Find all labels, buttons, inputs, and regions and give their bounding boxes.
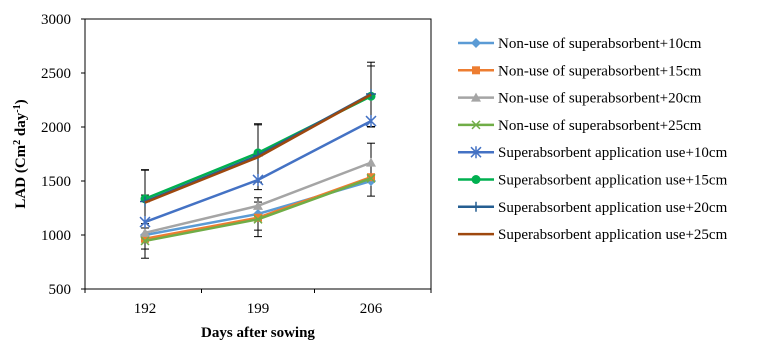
data-point (140, 227, 150, 237)
data-point (366, 157, 376, 167)
x-tick-label: 192 (134, 301, 157, 317)
y-tick-label: 2500 (41, 66, 71, 82)
data-point (141, 234, 149, 243)
y-tick-label: 3000 (41, 12, 71, 28)
series-4 (140, 173, 376, 246)
legend-label: Non-use of superabsorbent+15cm (498, 63, 702, 79)
y-axis: 500 1000 1500 2000 2500 3000 (41, 12, 85, 298)
series-5 (139, 115, 377, 229)
y-tick-label: 2000 (41, 120, 71, 136)
x-tick-label: 206 (360, 301, 383, 317)
legend-marker (471, 38, 481, 48)
y-tick-label: 500 (49, 282, 72, 298)
legend-item: Superabsorbent application use+15cm (458, 173, 728, 189)
y-tick-label: 1500 (41, 174, 71, 190)
legend-item: Non-use of superabsorbent+10cm (458, 36, 702, 52)
y-tick-label: 1000 (41, 228, 71, 244)
legend-marker (471, 201, 481, 212)
data-point (140, 236, 150, 246)
data-point (365, 115, 377, 128)
legend-label: Non-use of superabsorbent+10cm (498, 36, 702, 52)
legend-item: Superabsorbent application use+25cm (458, 227, 728, 243)
x-tick-label: 199 (247, 301, 270, 317)
data-point (252, 173, 264, 186)
plot-area-frame (84, 18, 432, 290)
legend-item: Superabsorbent application use+10cm (458, 145, 728, 161)
data-point (366, 173, 376, 183)
legend-label: Non-use of superabsorbent+25cm (498, 118, 702, 134)
legend-label: Superabsorbent application use+25cm (498, 227, 728, 243)
data-point (139, 216, 151, 229)
legend-label: Non-use of superabsorbent+20cm (498, 91, 702, 107)
data-point (366, 89, 376, 100)
series-8 (144, 93, 372, 204)
data-point (367, 173, 375, 182)
series-line (144, 93, 372, 204)
legend-item: Non-use of superabsorbent+15cm (458, 63, 702, 79)
legend-marker (471, 175, 481, 184)
legend-marker (471, 120, 481, 130)
legend-marker (470, 146, 482, 159)
legend-marker (471, 92, 481, 102)
data-point (253, 214, 263, 224)
x-axis: 192 199 206 (84, 289, 432, 317)
legend-label: Superabsorbent application use+10cm (498, 145, 728, 161)
series-3 (140, 157, 376, 237)
data-point (253, 200, 263, 210)
legend: Non-use of superabsorbent+10cm Non-use of… (458, 36, 728, 243)
x-axis-label: Days after sowing (201, 325, 315, 340)
legend-item: Non-use of superabsorbent+25cm (458, 118, 702, 134)
legend-label: Superabsorbent application use+20cm (498, 200, 728, 216)
legend-item: Non-use of superabsorbent+20cm (458, 91, 702, 107)
legend-item: Superabsorbent application use+20cm (458, 200, 728, 216)
legend-label: Superabsorbent application use+15cm (498, 173, 728, 189)
y-axis-label: LAD (Cm2 day-1) (12, 99, 29, 208)
data-point (254, 213, 262, 222)
series-lines (139, 89, 377, 246)
legend-marker (472, 66, 480, 75)
